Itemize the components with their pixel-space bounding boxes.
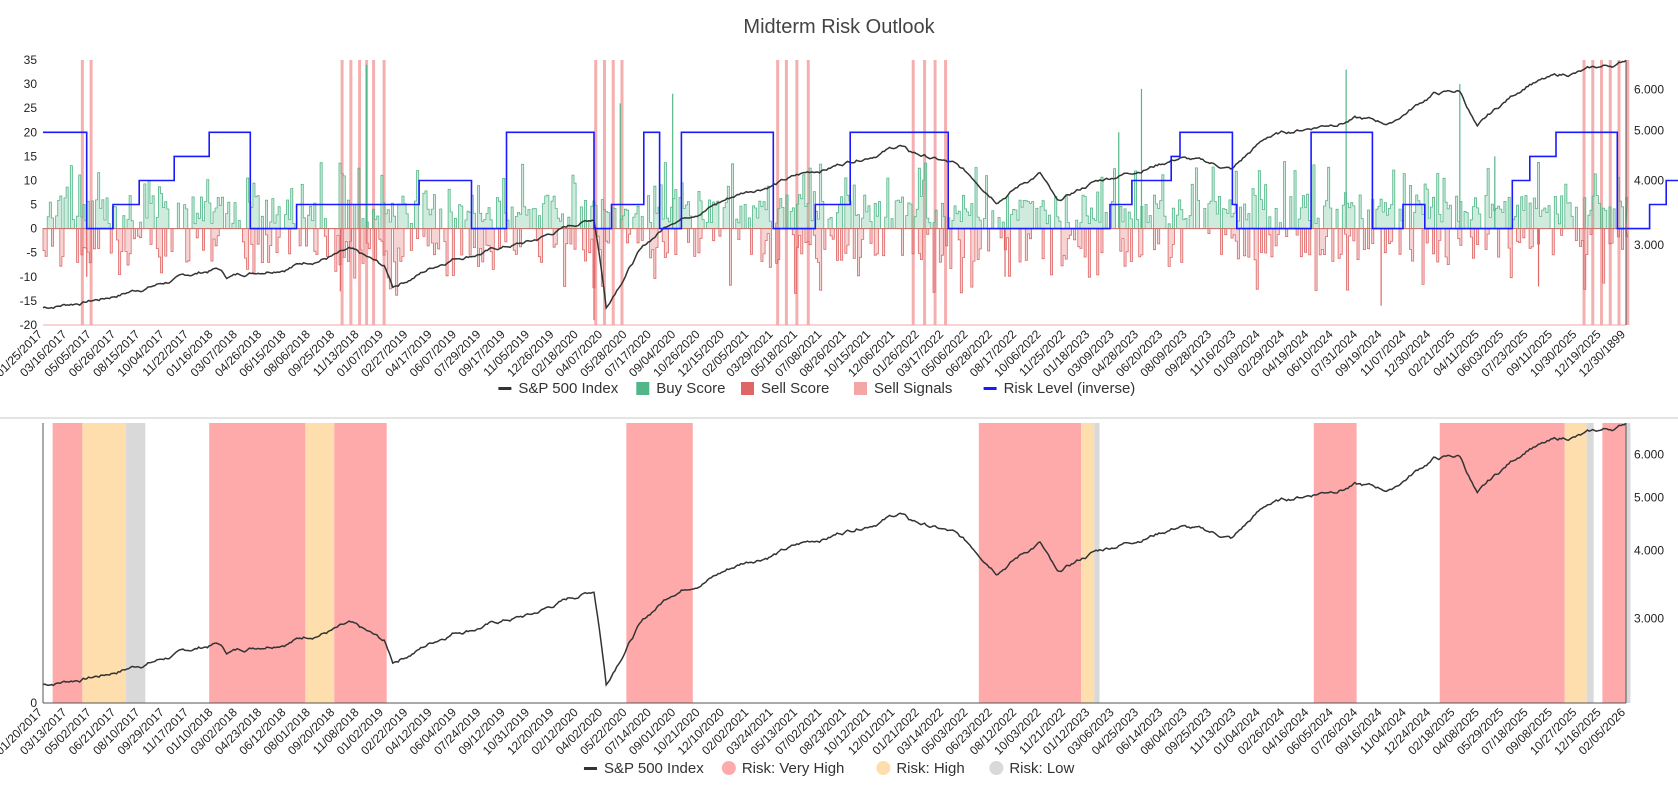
sell-signal-band (372, 60, 376, 325)
legend-label: S&P 500 Index (518, 380, 618, 397)
risk-level-line (43, 131, 1678, 230)
sell-signal-band (944, 60, 948, 325)
sell-signal-band (1600, 60, 1604, 325)
risk-band-very-high (209, 423, 306, 703)
sell-signal-band (1608, 60, 1612, 325)
sell-signal-band (80, 60, 84, 325)
risk-band-low (1094, 423, 1100, 703)
sp500-line (42, 59, 1627, 310)
left-y-tick-label: -5 (26, 246, 37, 260)
top-panel: 35 30 25 20 15 10 5 0 -5 -10 -15 -20 6.000 5.000 4.000… (0, 53, 1678, 397)
sell-score-area (42, 228, 1629, 296)
legend-swatch (983, 387, 997, 390)
risk-band-very-high (978, 423, 1082, 703)
risk-band-very-high (1313, 423, 1357, 703)
right-y-tick-label: 3.000 (1634, 238, 1664, 252)
sell-signal-band (602, 60, 606, 325)
left-y-tick-label: 0 (30, 222, 37, 236)
legend-label: Buy Score (656, 380, 725, 397)
sell-signal-band (795, 60, 799, 325)
top-sell-signal-bands (80, 60, 1630, 325)
sell-signal-band (594, 60, 598, 325)
sp500-line (42, 422, 1627, 687)
risk-band-very-high (52, 423, 83, 703)
risk-band-low (1626, 423, 1631, 703)
right-y-tick-label: 6.000 (1634, 83, 1664, 97)
chart-title: Midterm Risk Outlook (743, 16, 935, 38)
left-y-tick-label: 35 (24, 53, 38, 67)
right-y-tick-label: 5.000 (1634, 491, 1664, 505)
risk-band-very-high (1602, 423, 1626, 703)
sell-signal-band (806, 60, 810, 325)
risk-band-high (1564, 423, 1587, 703)
legend-label: S&P 500 Index (604, 760, 704, 777)
left-y-tick-label: 30 (24, 77, 38, 91)
left-y-tick-label: -20 (20, 318, 38, 332)
legend-label: Risk: High (896, 760, 964, 777)
sell-signal-band (1591, 60, 1595, 325)
legend-swatch (854, 382, 867, 395)
legend-label: Risk: Very High (742, 760, 845, 777)
right-y-tick-label: 6.000 (1634, 447, 1664, 461)
top-risk-level-line (43, 131, 1678, 230)
risk-band-low (1586, 423, 1594, 703)
legend-swatch (583, 767, 597, 770)
sell-signal-band (382, 60, 386, 325)
sell-signal-band (1582, 60, 1586, 325)
bottom-legend: S&P 500 Index Risk: Very High Risk: High Ri… (583, 760, 1075, 777)
top-legend: S&P 500 Index Buy Score Sell Score Sell Sig… (498, 380, 1135, 397)
sell-signal-band (611, 60, 615, 325)
risk-band-very-high (334, 423, 387, 703)
buy-score-area (42, 161, 1629, 230)
right-y-tick-label: 5.000 (1634, 124, 1664, 138)
left-y-tick-label: 10 (24, 173, 38, 187)
legend-label: Sell Score (761, 380, 829, 397)
left-y-tick-label: 25 (24, 101, 38, 115)
left-y-tick-label: 15 (24, 149, 38, 163)
sell-signal-band (933, 60, 937, 325)
sell-signal-band (911, 60, 915, 325)
sell-signal-band (1626, 60, 1630, 325)
sell-signal-band (620, 60, 624, 325)
left-y-tick-label: -15 (20, 294, 38, 308)
risk-band-high (1081, 423, 1095, 703)
legend-label: Sell Signals (874, 380, 952, 397)
legend-swatch (498, 387, 512, 390)
bottom-sp500-line (42, 422, 1627, 687)
legend-swatch (876, 761, 891, 775)
legend-swatch (741, 382, 754, 395)
right-y-tick-label: 3.000 (1634, 612, 1664, 626)
sell-signal-band (89, 60, 93, 325)
left-y-tick-label: -10 (20, 270, 38, 284)
right-y-tick-label: 4.000 (1634, 174, 1664, 188)
bottom-panel: 06.0005.0004.0003.00001/20/201703/13/201… (0, 422, 1664, 777)
risk-band-high (82, 423, 127, 703)
left-y-tick-label: 20 (24, 125, 38, 139)
legend-label: Risk Level (inverse) (1004, 380, 1136, 397)
legend-label: Risk: Low (1009, 760, 1074, 777)
risk-band-low (126, 423, 146, 703)
legend-swatch (721, 761, 736, 775)
sell-signal-band (776, 60, 780, 325)
risk-band-very-high (626, 423, 693, 703)
right-y-tick-label: 4.000 (1634, 543, 1664, 557)
left-y-tick-label: 5 (30, 198, 37, 212)
sell-signal-band (923, 60, 927, 325)
bottom-risk-bands (52, 423, 1631, 703)
risk-band-very-high (1439, 423, 1565, 703)
legend-swatch (636, 382, 650, 395)
sell-signal-band (340, 60, 344, 325)
legend-swatch (989, 761, 1004, 775)
left-y-tick-label: 0 (30, 696, 37, 710)
top-sp500-line (42, 59, 1627, 310)
top-sell-score-area (42, 228, 1629, 321)
risk-band-high (305, 423, 335, 703)
sell-signal-band (349, 60, 353, 325)
sell-signal-band (784, 60, 788, 325)
